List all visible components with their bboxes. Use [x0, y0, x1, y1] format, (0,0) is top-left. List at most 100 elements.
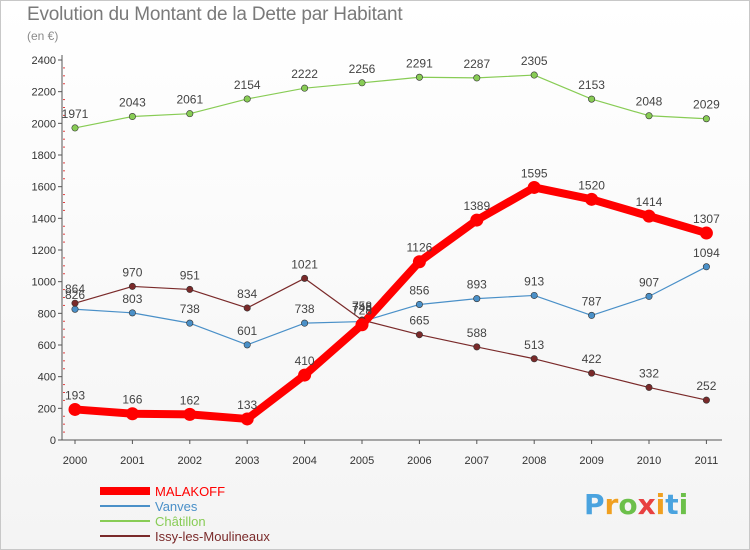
x-tick-label: 2011 [695, 455, 719, 467]
chart-subtitle: (en €) [27, 29, 59, 43]
data-label: 738 [295, 302, 315, 316]
data-point [645, 383, 653, 391]
data-label: 907 [639, 275, 659, 289]
data-label: 748 [352, 301, 372, 315]
data-point [473, 74, 481, 82]
data-label: 252 [696, 379, 716, 393]
data-point [355, 318, 369, 332]
data-point [412, 255, 426, 269]
proxiti-logo: Proxiti [584, 488, 688, 521]
data-point [243, 341, 251, 349]
x-tick-label: 2007 [465, 455, 489, 467]
data-labels: 1971 2043 2061 2154 2222 2256 2291 2287 2305 2153… [62, 54, 720, 412]
y-tick-label: 2200 [32, 87, 56, 99]
axes: 0 200 400 600 800 1000 1200 1400 1600 1800 2000 220… [32, 55, 722, 467]
data-point [128, 282, 136, 290]
data-point [530, 355, 538, 363]
y-tick-label: 1000 [32, 277, 56, 289]
data-point [530, 291, 538, 299]
y-tick-label: 0 [50, 435, 56, 447]
data-label: 2061 [176, 93, 203, 107]
y-tick-label: 1400 [32, 213, 56, 225]
series-lines [71, 74, 711, 423]
data-point [702, 115, 710, 123]
legend-label: MALAKOFF [155, 484, 225, 499]
data-point [588, 95, 596, 103]
y-tick-label: 600 [38, 340, 56, 352]
data-label: 1307 [693, 212, 720, 226]
data-point [125, 407, 139, 421]
legend-label: Issy-les-Moulineaux [155, 529, 270, 544]
data-label: 970 [122, 265, 142, 279]
y-tick-label: 2400 [32, 55, 56, 67]
data-point [128, 309, 136, 317]
y-tick-label: 400 [38, 372, 56, 384]
data-point [301, 274, 309, 282]
data-label: 513 [524, 338, 544, 352]
legend-label: Vanves [155, 499, 198, 514]
data-label: 826 [65, 288, 85, 302]
x-tick-label: 2004 [292, 455, 316, 467]
data-label: 1971 [62, 107, 89, 121]
data-label: 2287 [463, 57, 490, 71]
data-label: 2153 [578, 78, 605, 92]
data-label: 193 [65, 388, 85, 402]
data-point [702, 263, 710, 271]
data-point [585, 192, 599, 206]
x-tick-label: 2002 [178, 455, 202, 467]
data-point [470, 213, 484, 227]
data-label: 893 [467, 278, 487, 292]
data-label: 422 [582, 352, 602, 366]
data-point [588, 369, 596, 377]
x-tick-label: 2009 [579, 455, 603, 467]
data-label: 133 [237, 398, 257, 412]
data-point [358, 79, 366, 87]
series-line [74, 277, 708, 401]
x-tick-label: 2010 [637, 455, 661, 467]
data-point [702, 396, 710, 404]
y-tick-label: 800 [38, 308, 56, 320]
data-label: 2029 [693, 98, 720, 112]
data-point [301, 319, 309, 327]
x-tick-label: 2006 [407, 455, 431, 467]
logo-letter: r [604, 488, 619, 521]
data-point [588, 311, 596, 319]
data-label: 166 [122, 393, 142, 407]
logo-letter: x [637, 488, 656, 521]
series-line [71, 183, 711, 423]
data-point [298, 368, 312, 382]
y-tick-label: 200 [38, 403, 56, 415]
data-label: 588 [467, 326, 487, 340]
data-point [699, 226, 713, 240]
y-tick-label: 1200 [32, 245, 56, 257]
series-points [68, 71, 713, 426]
data-label: 162 [180, 393, 200, 407]
y-tick-label: 1800 [32, 150, 56, 162]
data-label: 1595 [521, 166, 548, 180]
data-label: 803 [122, 292, 142, 306]
data-point [243, 95, 251, 103]
data-point [186, 110, 194, 118]
legend-label: Châtillon [155, 514, 206, 529]
x-tick-label: 2005 [350, 455, 374, 467]
data-point [473, 343, 481, 351]
series-line [74, 74, 708, 129]
data-point [71, 305, 79, 313]
data-label: 787 [582, 294, 602, 308]
logo-letter: t [665, 488, 679, 521]
data-label: 738 [180, 302, 200, 316]
data-point [415, 73, 423, 81]
logo-letter: i [655, 488, 666, 521]
data-label: 2048 [636, 95, 663, 109]
data-point [128, 113, 136, 121]
data-point [71, 299, 79, 307]
data-point [527, 180, 541, 194]
data-label: 2043 [119, 96, 146, 110]
data-label: 1021 [291, 257, 318, 271]
x-tick-label: 2000 [63, 455, 87, 467]
data-label: 1414 [636, 195, 663, 209]
data-point [415, 300, 423, 308]
data-label: 2256 [349, 62, 376, 76]
data-point [415, 331, 423, 339]
data-point [186, 285, 194, 293]
